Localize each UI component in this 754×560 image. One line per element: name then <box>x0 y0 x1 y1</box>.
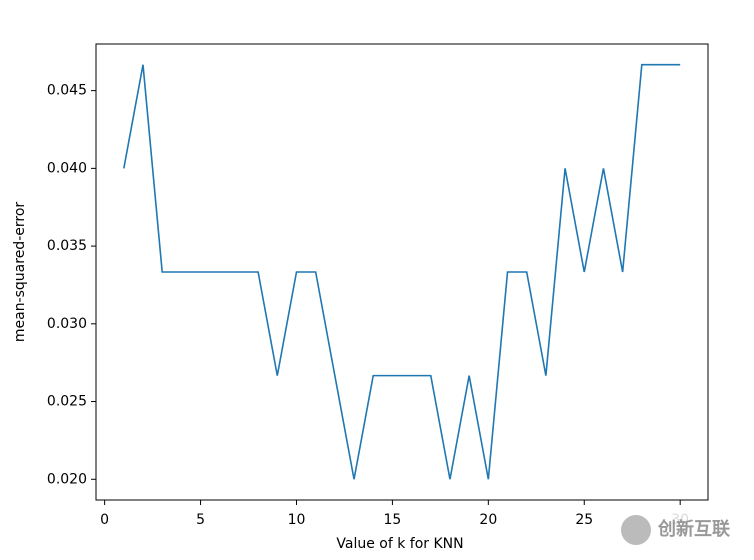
x-tick-label: 20 <box>479 512 497 528</box>
y-axis-label: mean-squared-error <box>12 202 28 343</box>
plot-frame <box>95 43 709 501</box>
data-line <box>123 63 681 480</box>
y-tick-label: 0.040 <box>47 160 87 176</box>
y-tick-label: 0.035 <box>47 238 87 254</box>
watermark: 创新互联 <box>657 518 730 540</box>
x-tick-label: 15 <box>383 512 401 528</box>
x-tick-label: 25 <box>575 512 593 528</box>
y-tick-label: 0.025 <box>47 394 87 410</box>
x-axis-label: Value of k for KNN <box>336 536 463 552</box>
x-tick-label: 10 <box>288 512 306 528</box>
watermark-logo <box>621 515 651 545</box>
y-tick-label: 0.030 <box>47 316 87 332</box>
y-tick-label: 0.020 <box>47 471 87 487</box>
x-tick-label: 5 <box>196 512 205 528</box>
x-tick-label: 0 <box>100 512 109 528</box>
y-tick-label: 0.045 <box>47 83 87 99</box>
